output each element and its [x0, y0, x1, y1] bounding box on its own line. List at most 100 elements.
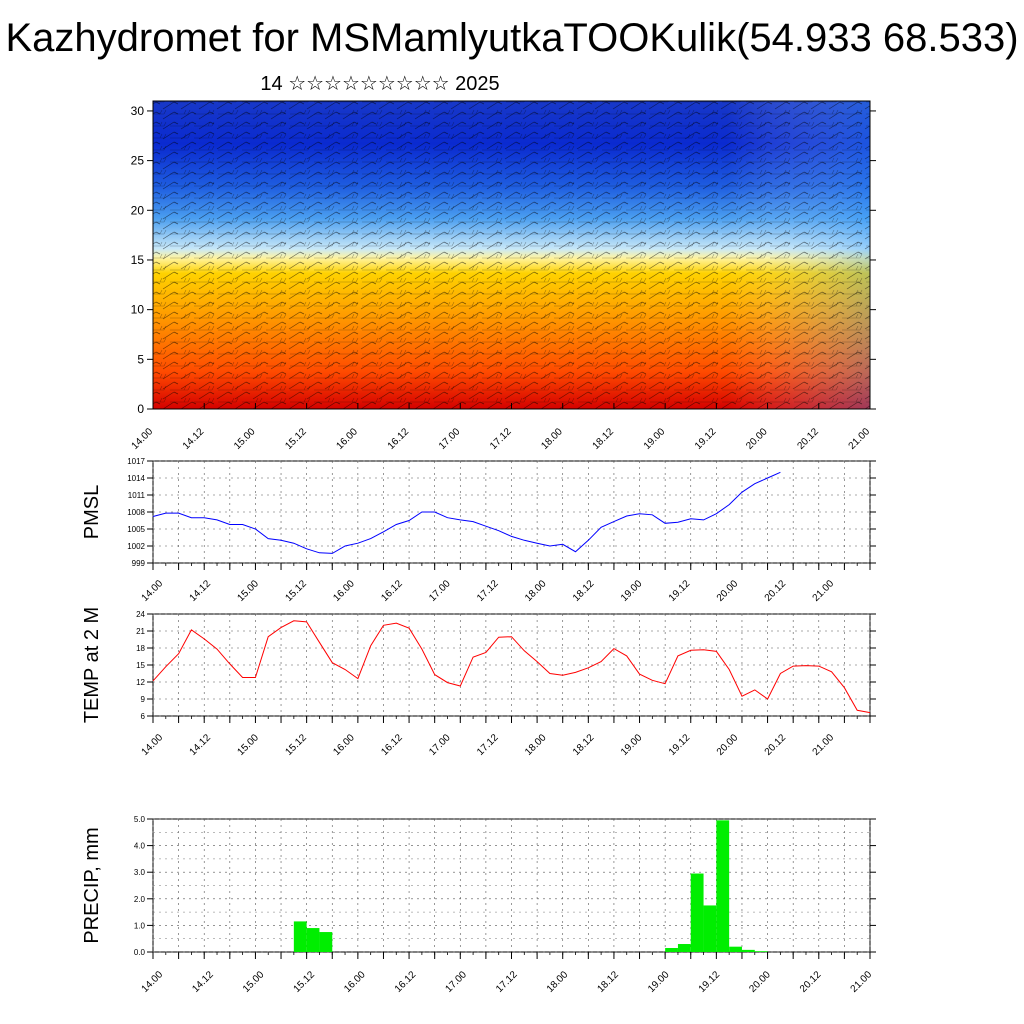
x-tick-label: 20.00: [715, 732, 741, 758]
precip-bar: [306, 928, 320, 952]
x-tick-label: 15.00: [232, 426, 258, 452]
x-tick-label: 14.00: [140, 732, 166, 758]
precip-bar: [677, 944, 691, 952]
x-tick-label: 19.12: [697, 969, 723, 995]
x-tick-label: 20.00: [715, 578, 741, 604]
x-tick-label: 21.00: [847, 426, 873, 452]
x-tick-label: 19.00: [619, 732, 645, 758]
x-tick-label: 14.12: [181, 426, 207, 452]
y-tick-label: 12: [136, 678, 145, 687]
x-tick-label: 16.12: [379, 732, 405, 758]
y-tick-label: 21: [136, 627, 145, 636]
plot-frame: [152, 613, 871, 717]
x-tick-label: 19.12: [667, 732, 693, 758]
y-tick-label: 2.0: [134, 895, 146, 904]
y-tick-label: 1017: [127, 457, 145, 466]
x-tick-label: 16.00: [335, 426, 361, 452]
precipitation-chart: 0.0 1.0 2.0 3.0 4.0 5.0 PRECIP, mm 14.00 14.12 15…: [81, 815, 876, 995]
x-tick-label: 14.12: [188, 732, 214, 758]
wind-barbs: [153, 101, 870, 409]
x-tick-label: 20.12: [795, 426, 821, 452]
x-tick-label: 15.00: [241, 969, 267, 995]
x-tick-label: 16.00: [342, 969, 368, 995]
y-tick-label: 1.0: [134, 921, 146, 930]
y-tick-label: 5: [137, 352, 144, 366]
x-tick-label: 16.00: [331, 732, 357, 758]
precip-bar: [319, 932, 333, 952]
y-tick-label: 25: [131, 154, 145, 168]
y-tick-label: 15: [131, 253, 145, 267]
x-tick-label: 17.00: [427, 732, 453, 758]
x-tick-label: 15.00: [236, 578, 262, 604]
x-tick-label: 14.00: [130, 426, 156, 452]
x-tick-label: 16.12: [393, 969, 419, 995]
x-tick-label: 21.00: [811, 578, 837, 604]
precip-bar: [665, 948, 678, 952]
y-tick-label: 20: [131, 203, 145, 217]
x-tick-label: 19.00: [642, 426, 668, 452]
y-axis-label: PRECIP, mm: [81, 827, 103, 943]
x-tick-label: 21.00: [811, 732, 837, 758]
temperature-chart: 6 9 12 15 18 21 24 TEMP at 2 M 14.00 14.12 15.00 15…: [81, 607, 876, 758]
x-tick-label: 18.00: [523, 732, 549, 758]
x-tick-label: 19.00: [619, 578, 645, 604]
y-tick-label: 999: [132, 559, 146, 568]
y-axis-label: TEMP at 2 M: [81, 607, 103, 723]
x-tick-label: 14.12: [190, 969, 216, 995]
y-tick-label: 3.0: [134, 868, 146, 877]
x-tick-label: 17.00: [427, 578, 453, 604]
x-tick-label: 14.00: [140, 578, 166, 604]
x-tick-label: 18.12: [595, 969, 621, 995]
y-tick-label: 0: [137, 402, 144, 416]
y-tick-label: 1008: [127, 508, 145, 517]
cross-section-chart: 0 5 10 15 20 25 30 14.00 14.12 15.00 15.12 16.00 16.…: [130, 100, 876, 452]
x-tick-label: 15.12: [283, 732, 309, 758]
x-tick-label: 17.12: [475, 578, 501, 604]
y-tick-label: 1005: [127, 525, 145, 534]
x-tick-label: 14.00: [140, 969, 166, 995]
y-tick-label: 1011: [128, 491, 146, 500]
y-tick-label: 0.0: [134, 948, 146, 957]
x-tick-label: 17.00: [444, 969, 470, 995]
y-tick-label: 6: [141, 712, 146, 721]
precip-bar: [741, 949, 755, 952]
page-title: Kazhydromet for MSMamlyutkaTOOKulik(54.9…: [5, 16, 1019, 60]
y-tick-label: 4.0: [134, 842, 146, 851]
precip-bar: [293, 921, 307, 952]
precip-bar: [754, 951, 768, 952]
y-tick-label: 9: [141, 695, 146, 704]
x-tick-label: 18.00: [545, 969, 571, 995]
pmsl-chart: 999 1002 1005 1008 1011 1014 1017 PMSL 14.00 14.1…: [81, 457, 876, 604]
x-tick-label: 17.00: [437, 426, 463, 452]
page-subtitle: 14 ☆☆☆☆☆☆☆☆☆ 2025: [260, 73, 500, 95]
x-tick-label: 20.12: [798, 969, 824, 995]
x-tick-label: 20.00: [744, 426, 770, 452]
y-axis-label: PMSL: [81, 485, 103, 539]
y-tick-label: 24: [136, 610, 145, 619]
x-tick-label: 19.12: [693, 426, 719, 452]
x-tick-label: 21.00: [849, 969, 875, 995]
x-tick-label: 15.12: [283, 426, 309, 452]
x-tick-label: 19.00: [646, 969, 672, 995]
y-tick-label: 10: [131, 303, 145, 317]
x-tick-label: 15.00: [236, 732, 262, 758]
precip-bar: [729, 946, 742, 952]
plot-frame: [152, 460, 871, 564]
x-tick-label: 15.12: [283, 578, 309, 604]
x-tick-label: 17.12: [488, 426, 514, 452]
series-line: [152, 471, 781, 554]
x-tick-label: 20.12: [763, 732, 789, 758]
x-tick-label: 18.12: [571, 732, 597, 758]
x-tick-label: 16.12: [379, 578, 405, 604]
y-tick-label: 5.0: [134, 815, 146, 824]
x-tick-label: 16.12: [386, 426, 412, 452]
y-tick-label: 15: [136, 661, 145, 670]
x-tick-label: 20.12: [763, 578, 789, 604]
x-tick-label: 17.12: [475, 732, 501, 758]
y-tick-label: 1014: [127, 474, 145, 483]
x-tick-label: 18.12: [571, 578, 597, 604]
series-line: [152, 620, 871, 714]
x-tick-label: 17.12: [494, 969, 520, 995]
y-tick-label: 30: [131, 104, 145, 118]
